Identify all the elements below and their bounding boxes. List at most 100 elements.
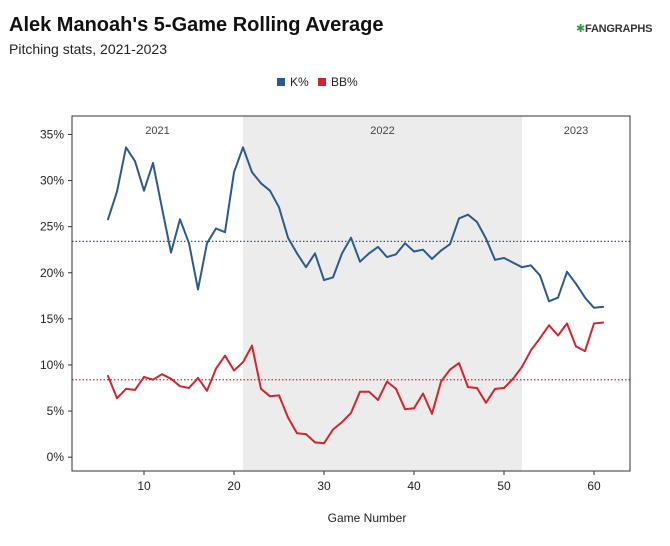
y-tick-label: 10%: [40, 358, 64, 372]
data-point-k-pct: [161, 207, 163, 210]
data-point-bb-pct: [575, 345, 577, 348]
data-point-k-pct: [206, 242, 208, 245]
legend-swatch-k-pct: [277, 78, 285, 86]
data-point-bb-pct: [206, 389, 208, 392]
data-point-bb-pct: [503, 387, 505, 389]
data-point-bb-pct: [377, 399, 379, 401]
data-point-k-pct: [377, 246, 379, 248]
data-point-k-pct: [224, 231, 226, 234]
data-point-bb-pct: [332, 428, 334, 431]
chart-subtitle: Pitching stats, 2021-2023: [9, 41, 167, 57]
data-point-k-pct: [521, 266, 523, 269]
data-point-k-pct: [422, 248, 424, 251]
data-point-bb-pct: [584, 350, 586, 353]
data-point-k-pct: [395, 253, 397, 256]
data-point-bb-pct: [296, 432, 298, 435]
data-point-k-pct: [359, 260, 361, 263]
y-tick-label: 0%: [47, 450, 65, 464]
data-point-k-pct: [593, 306, 595, 309]
y-tick-label: 25%: [40, 220, 64, 234]
data-point-k-pct: [548, 300, 550, 303]
fangraphs-logo-text: FANGRAPHS: [585, 23, 653, 35]
data-point-k-pct: [152, 162, 154, 164]
data-point-bb-pct: [152, 378, 154, 381]
data-point-k-pct: [107, 218, 109, 221]
data-point-bb-pct: [485, 401, 487, 404]
fangraphs-logo[interactable]: ✱FANGRAPHS: [576, 22, 652, 35]
season-band-2022: [243, 116, 522, 471]
chart-title: Alek Manoah's 5-Game Rolling Average: [9, 14, 384, 36]
data-point-bb-pct: [143, 376, 145, 378]
data-point-bb-pct: [539, 337, 541, 340]
data-point-bb-pct: [107, 375, 109, 377]
season-label-2022: 2022: [370, 125, 394, 137]
legend-swatch-bb-pct: [318, 78, 326, 86]
data-point-k-pct: [305, 266, 307, 269]
data-point-k-pct: [260, 182, 262, 185]
data-point-k-pct: [539, 274, 541, 277]
data-point-bb-pct: [233, 369, 235, 372]
data-point-bb-pct: [242, 361, 244, 364]
data-point-k-pct: [431, 258, 433, 260]
y-tick-label: 5%: [47, 404, 65, 418]
data-point-k-pct: [296, 252, 298, 255]
data-point-k-pct: [602, 305, 604, 308]
y-tick-label: 20%: [40, 266, 64, 280]
data-point-k-pct: [413, 250, 415, 253]
data-point-bb-pct: [188, 387, 190, 389]
data-point-bb-pct: [269, 395, 271, 398]
x-tick-label: 50: [497, 479, 511, 493]
x-axis-label: Game Number: [328, 511, 407, 525]
data-point-k-pct: [350, 236, 352, 239]
data-point-bb-pct: [386, 380, 388, 383]
data-point-k-pct: [323, 279, 325, 282]
data-point-k-pct: [341, 252, 343, 255]
fangraphs-leaf-icon: ✱: [576, 23, 586, 35]
data-point-k-pct: [251, 171, 253, 174]
data-point-bb-pct: [197, 376, 199, 379]
data-point-bb-pct: [116, 397, 118, 400]
legend: K% BB%: [277, 75, 358, 89]
data-point-bb-pct: [161, 373, 163, 376]
data-point-bb-pct: [566, 322, 568, 325]
legend-label-k-pct: K%: [290, 75, 309, 89]
data-point-bb-pct: [431, 412, 433, 415]
data-point-k-pct: [458, 217, 460, 220]
data-point-k-pct: [332, 276, 334, 279]
data-point-k-pct: [179, 218, 181, 221]
data-point-k-pct: [125, 146, 127, 149]
y-tick-label: 35%: [40, 127, 64, 141]
data-point-bb-pct: [215, 367, 217, 370]
season-label-2021: 2021: [145, 125, 169, 137]
data-point-bb-pct: [467, 386, 469, 388]
data-point-bb-pct: [449, 368, 451, 371]
data-point-bb-pct: [440, 380, 442, 383]
data-point-bb-pct: [278, 394, 280, 397]
data-point-bb-pct: [422, 392, 424, 395]
data-point-bb-pct: [260, 388, 262, 390]
data-point-bb-pct: [368, 390, 370, 393]
series-line-k-pct: [107, 146, 604, 309]
data-point-k-pct: [584, 296, 586, 299]
data-point-k-pct: [143, 189, 145, 192]
data-point-bb-pct: [458, 362, 460, 365]
data-point-k-pct: [386, 256, 388, 258]
data-point-k-pct: [530, 264, 532, 267]
data-point-bb-pct: [305, 433, 307, 436]
data-point-k-pct: [134, 160, 136, 163]
data-point-bb-pct: [179, 385, 181, 388]
data-point-bb-pct: [602, 321, 604, 324]
season-label-2023: 2023: [564, 125, 588, 137]
data-point-bb-pct: [170, 377, 172, 380]
legend-label-bb-pct: BB%: [331, 75, 358, 89]
data-point-k-pct: [287, 236, 289, 239]
data-point-bb-pct: [404, 408, 406, 411]
data-point-k-pct: [557, 296, 559, 299]
data-point-k-pct: [485, 237, 487, 240]
data-point-bb-pct: [224, 354, 226, 357]
data-point-bb-pct: [134, 388, 136, 391]
data-point-k-pct: [575, 282, 577, 285]
data-point-bb-pct: [287, 416, 289, 419]
data-point-k-pct: [566, 270, 568, 273]
data-point-k-pct: [467, 213, 469, 216]
